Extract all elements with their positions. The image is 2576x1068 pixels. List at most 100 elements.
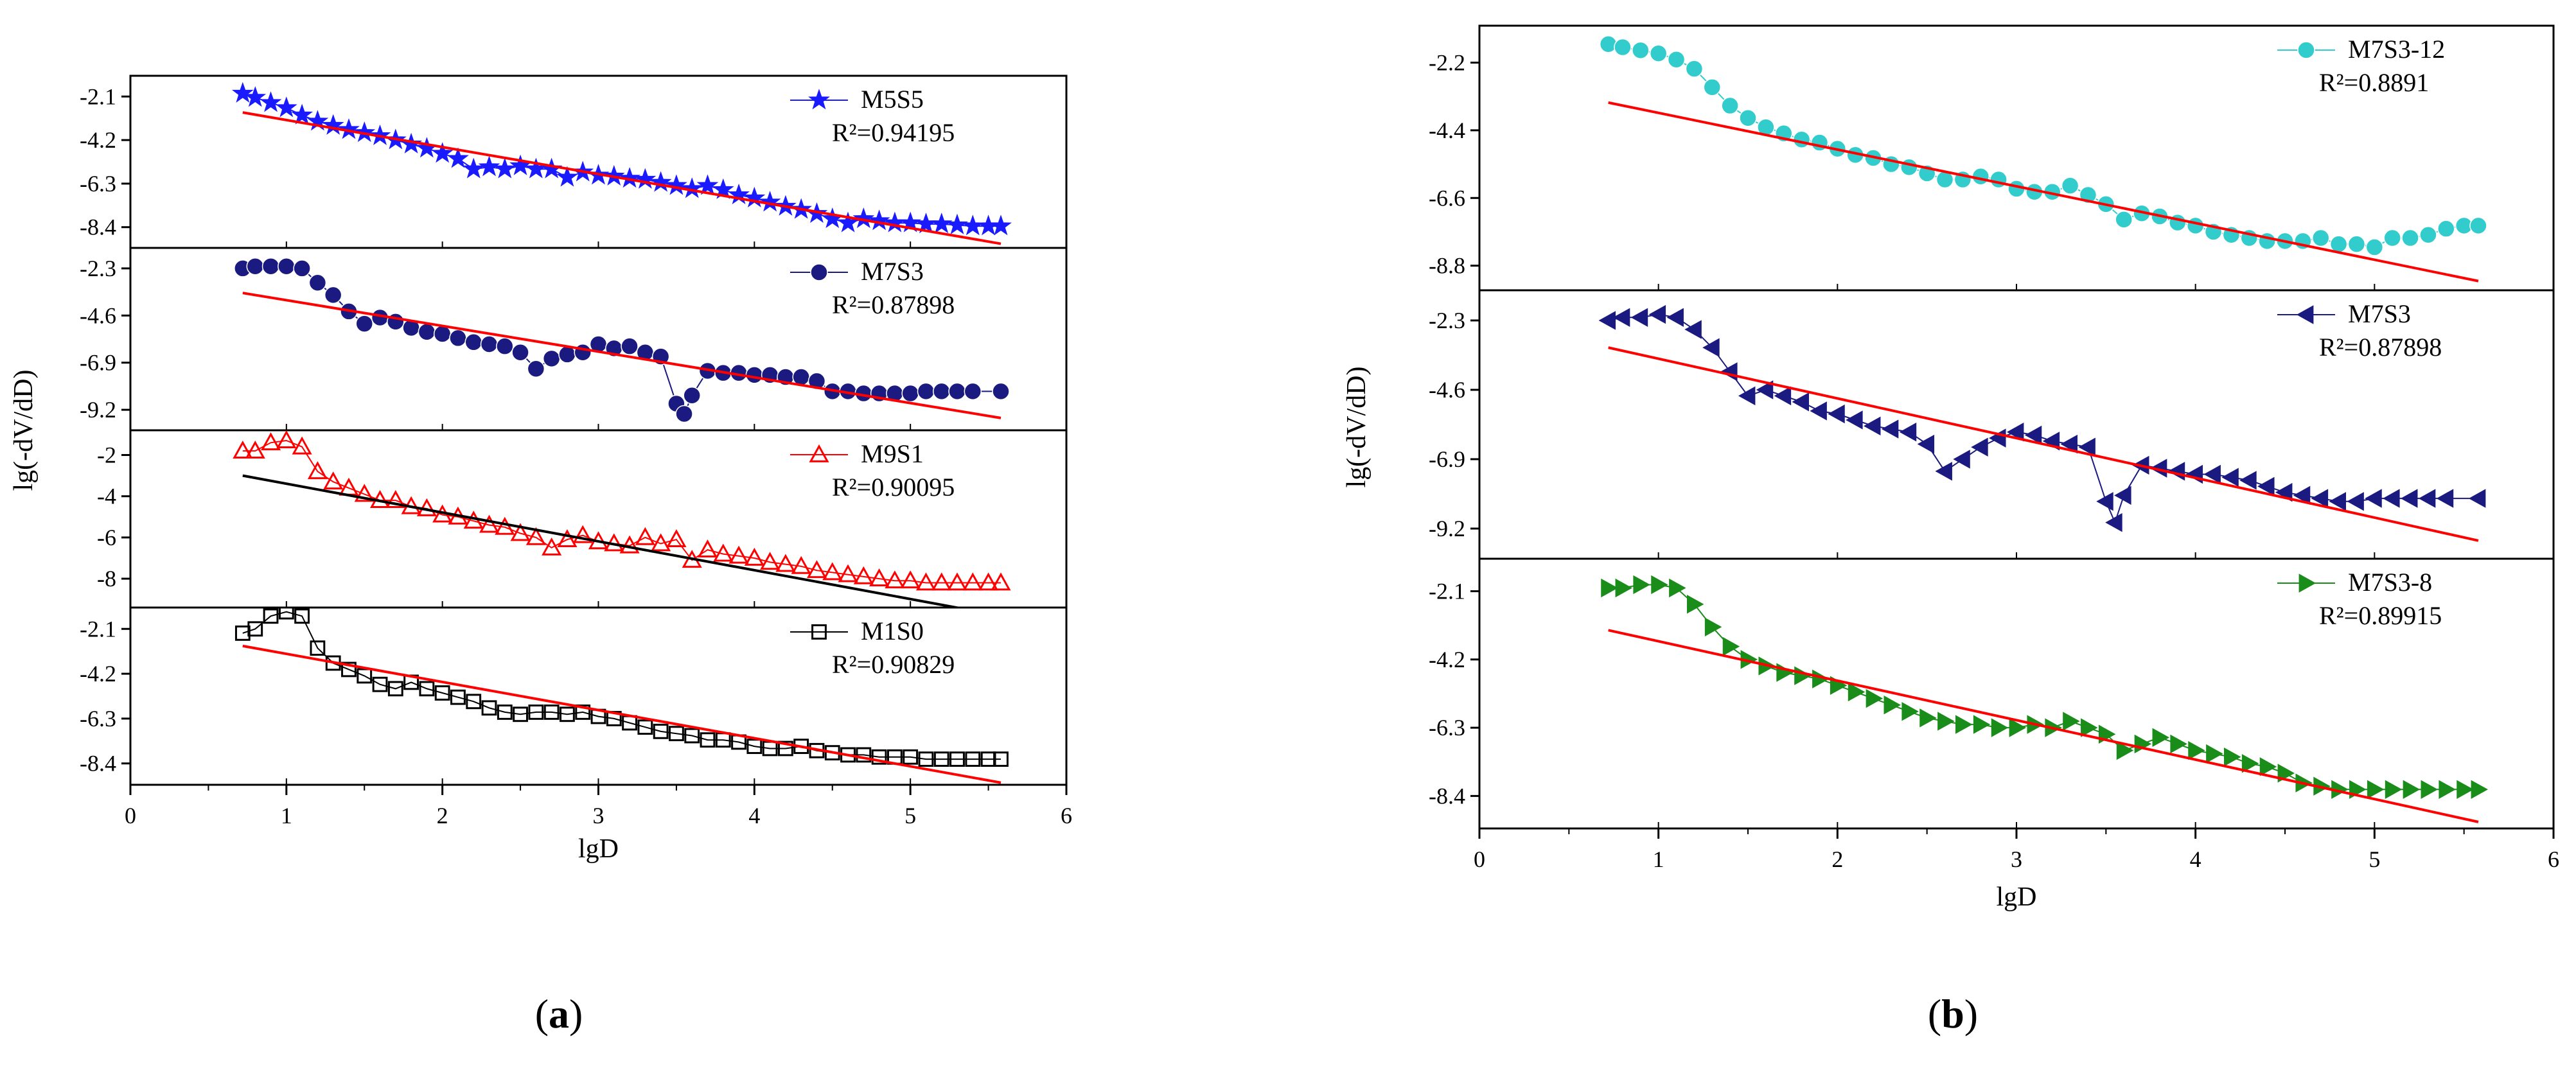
data-point xyxy=(634,168,657,189)
data-point xyxy=(619,535,640,554)
data-point xyxy=(651,533,671,552)
data-point xyxy=(2188,740,2205,760)
data-point xyxy=(2257,477,2275,496)
fit-line xyxy=(1608,346,2479,542)
y-tick-label: -2.1 xyxy=(1429,579,1465,604)
y-tick-label: -6.6 xyxy=(1429,185,1465,211)
data-point xyxy=(2114,486,2131,505)
x-tick-label: 1 xyxy=(1653,846,1664,872)
series-line xyxy=(242,611,1001,760)
data-point xyxy=(572,525,593,543)
data-point xyxy=(2401,489,2418,508)
data-point xyxy=(231,82,254,103)
data-point xyxy=(2383,489,2400,508)
data-point xyxy=(806,560,827,579)
y-axis-title: lg(-dV/dD) xyxy=(1342,367,1372,488)
data-point xyxy=(1973,715,1991,734)
y-tick-label: -2.1 xyxy=(80,616,116,642)
data-point xyxy=(323,471,344,490)
data-point xyxy=(2385,780,2403,799)
data-point xyxy=(261,432,281,451)
data-point xyxy=(696,174,719,195)
data-point xyxy=(387,681,403,697)
data-point xyxy=(1774,386,1792,406)
legend-marker xyxy=(2297,41,2315,59)
data-point xyxy=(2258,232,2276,250)
legend-label: M1S0 xyxy=(861,617,924,645)
data-point xyxy=(1756,380,1774,399)
data-point xyxy=(838,564,858,582)
legend-marker xyxy=(811,624,827,640)
x-tick-label: 5 xyxy=(2369,846,2380,872)
data-point xyxy=(1935,462,1952,481)
data-point xyxy=(2347,492,2364,511)
x-tick-label: 6 xyxy=(1061,803,1072,828)
data-point xyxy=(2221,468,2239,487)
data-point xyxy=(1599,35,1618,53)
data-point xyxy=(450,689,466,705)
data-point xyxy=(2421,780,2438,799)
data-point xyxy=(2009,718,2027,737)
data-point xyxy=(1810,401,1827,421)
data-point xyxy=(233,441,253,459)
data-point xyxy=(1792,392,1809,412)
plot-frame xyxy=(1478,289,2555,560)
data-point xyxy=(1881,419,1899,439)
data-point xyxy=(903,749,919,765)
data-point xyxy=(885,570,905,589)
data-point xyxy=(1972,167,1990,186)
data-point xyxy=(1738,386,1756,406)
data-point xyxy=(1739,109,1757,127)
data-point xyxy=(2203,464,2221,484)
data-point xyxy=(2418,489,2436,508)
fit-line xyxy=(242,292,1001,419)
data-point xyxy=(1612,308,1630,327)
legend: M9S1 R²=0.90095 xyxy=(790,439,955,502)
data-point xyxy=(2468,489,2486,508)
data-point xyxy=(385,490,406,509)
legend-marker xyxy=(808,89,830,110)
data-point xyxy=(949,751,965,767)
data-point xyxy=(728,545,749,564)
data-point xyxy=(1649,44,1668,62)
subplot-a-2: -2.3 -4.6 -6.9 -9.2 M7S3 R²=0.87898 xyxy=(80,247,1068,432)
data-point xyxy=(497,705,513,720)
data-point xyxy=(993,751,1009,767)
data-point xyxy=(263,608,279,624)
data-point xyxy=(900,570,921,589)
x-tick-label: 3 xyxy=(593,803,604,828)
data-point xyxy=(2116,740,2134,760)
data-point xyxy=(1794,666,1812,685)
data-point xyxy=(649,171,672,192)
x-tick-label: 5 xyxy=(904,803,916,828)
data-point xyxy=(1666,308,1684,327)
x-tick-label: 1 xyxy=(281,803,292,828)
legend: M7S3-8 R²=0.89915 xyxy=(2277,568,2442,630)
data-point xyxy=(495,516,515,535)
data-point xyxy=(2436,489,2454,508)
data-point xyxy=(930,213,953,234)
y-tick-label: -6.3 xyxy=(80,171,116,197)
data-point xyxy=(447,147,469,168)
data-point xyxy=(1598,311,1616,330)
data-point xyxy=(574,343,592,362)
data-point xyxy=(675,405,693,423)
data-point xyxy=(464,333,482,351)
legend: M1S0 R²=0.90829 xyxy=(790,617,955,679)
data-point xyxy=(2063,712,2080,731)
data-point xyxy=(1864,416,1881,436)
legend-label: M7S3-8 xyxy=(2348,568,2432,597)
legend: M5S5 R²=0.94195 xyxy=(790,85,955,147)
data-point xyxy=(1953,450,1970,469)
plot-frame xyxy=(129,606,1068,786)
x-axis-title: lgD xyxy=(1997,882,2037,912)
data-point xyxy=(275,96,297,118)
data-point xyxy=(1614,38,1632,57)
plot-frame xyxy=(1478,24,2555,292)
data-point xyxy=(901,384,919,403)
data-point xyxy=(575,705,591,720)
data-point xyxy=(2241,754,2259,773)
x-tick-label: 6 xyxy=(2548,846,2559,872)
y-tick-label: -8 xyxy=(97,566,116,591)
subplot-b-3: -2.1 -4.2 -6.3 -8.4 M7S3-8 R²=0.89915 xyxy=(1429,557,2555,830)
